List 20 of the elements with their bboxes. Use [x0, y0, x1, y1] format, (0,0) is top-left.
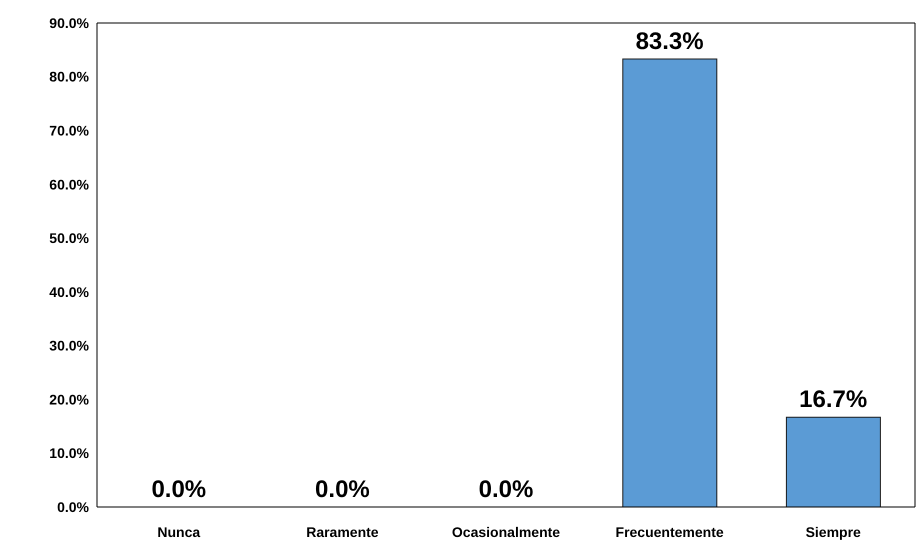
y-tick-label: 90.0%: [49, 14, 90, 31]
y-tick-label: 20.0%: [49, 391, 90, 408]
data-label: 0.0%: [478, 476, 534, 503]
y-tick-label: 80.0%: [49, 68, 90, 85]
y-tick-label: 50.0%: [49, 230, 90, 246]
x-tick-label: Frecuentemente: [616, 524, 724, 540]
x-tick-label: Nunca: [157, 524, 200, 540]
x-tick-label: Siempre: [806, 524, 862, 540]
data-label: 0.0%: [315, 476, 370, 503]
x-tick-label: Raramente: [306, 524, 379, 540]
data-label: 16.7%: [799, 386, 868, 414]
y-tick-label: 40.0%: [49, 284, 90, 300]
x-tick-label: Ocasionalmente: [452, 524, 560, 540]
y-tick-label: 70.0%: [49, 122, 90, 139]
y-tick-label: 0.0%: [57, 498, 90, 515]
y-tick-label: 30.0%: [49, 338, 90, 354]
data-label: 0.0%: [151, 476, 206, 503]
y-tick-label: 60.0%: [49, 176, 90, 192]
y-tick-label: 10.0%: [49, 445, 90, 462]
data-label: 83.3%: [636, 28, 704, 56]
